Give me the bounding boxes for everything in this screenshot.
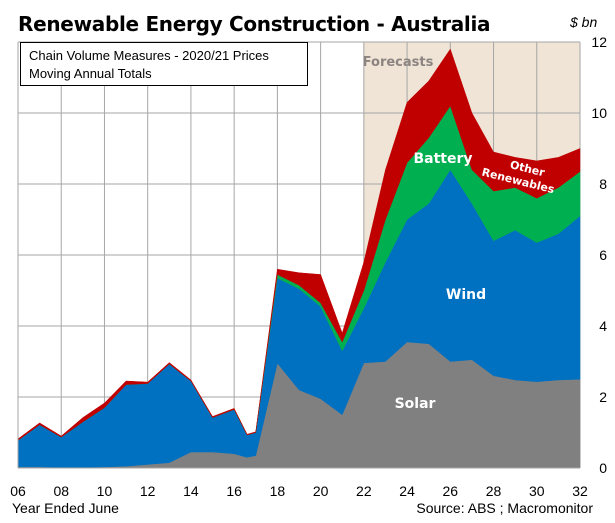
y-tick-label: 6: [599, 247, 607, 263]
x-tick-label: 20: [313, 483, 329, 499]
subtitle-line-1: Chain Volume Measures - 2020/21 Prices: [29, 48, 269, 63]
y-tick-label: 8: [599, 176, 607, 192]
area-other-renewables: [17, 48, 581, 441]
source-note: Source: ABS ; Macromonitor: [416, 500, 593, 516]
x-tick-label: 22: [356, 483, 372, 499]
x-tick-label: 12: [140, 483, 156, 499]
x-axis-label: Year Ended June: [12, 500, 119, 516]
y-tick-label: 10: [591, 105, 607, 121]
label-solar: Solar: [395, 396, 436, 412]
x-tick-label: 30: [529, 483, 545, 499]
x-tick-label: 14: [183, 483, 199, 499]
label-battery: Battery: [413, 151, 472, 167]
x-tick-label: 32: [572, 483, 588, 499]
x-tick-label: 26: [443, 483, 459, 499]
x-tick-label: 16: [226, 483, 242, 499]
x-tick-label: 24: [399, 483, 415, 499]
chart-title: Renewable Energy Construction - Australi…: [18, 12, 491, 36]
x-tick-label: 18: [270, 483, 286, 499]
label-wind: Wind: [446, 287, 486, 303]
y-tick-label: 4: [599, 318, 607, 334]
x-tick-label: 08: [53, 483, 69, 499]
x-tick-label: 10: [97, 483, 113, 499]
y-tick-label: 0: [599, 460, 607, 476]
subtitle-box: Chain Volume Measures - 2020/21 Prices M…: [20, 42, 308, 86]
y-tick-label: 12: [591, 34, 607, 50]
y-tick-label: 2: [599, 389, 607, 405]
x-tick-label: 06: [10, 483, 26, 499]
y-axis-unit: $ bn: [570, 14, 598, 30]
x-tick-label: 28: [486, 483, 502, 499]
forecast-label: Forecasts: [363, 55, 434, 70]
subtitle-line-2: Moving Annual Totals: [29, 66, 152, 81]
